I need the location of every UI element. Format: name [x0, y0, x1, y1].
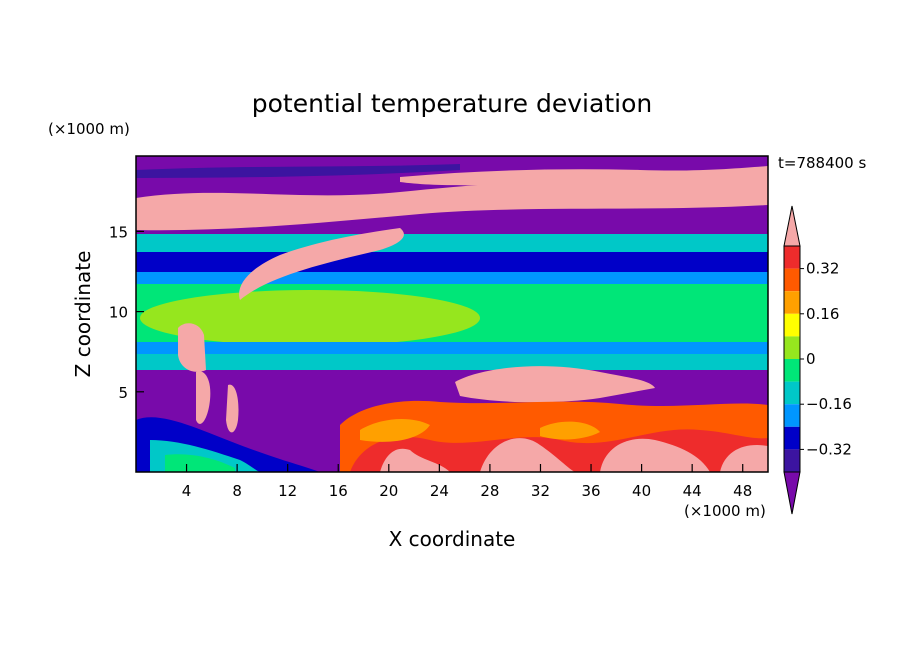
- mid-right-blob: [455, 366, 655, 403]
- colorbar-tick-label: −0.32: [806, 440, 852, 458]
- blue-layer-low: [136, 342, 768, 354]
- plot-frame: [135, 155, 769, 473]
- lower-orange-patch: [360, 418, 600, 442]
- colorbar-lower-extension: [783, 471, 801, 515]
- colorbar-tick-label: 0.16: [806, 305, 839, 323]
- colorbar-swatch: [784, 426, 800, 450]
- x-tick-label: 20: [379, 482, 398, 500]
- x-axis-label: X coordinate: [389, 527, 516, 551]
- colorbar-swatch: [784, 381, 800, 405]
- y-axis-ticks: 5 10 15: [109, 223, 144, 402]
- x-tick-label: 40: [632, 482, 651, 500]
- colorbar-swatch: [784, 359, 800, 382]
- x-tick-label: 32: [531, 482, 550, 500]
- lower-left-green: [165, 454, 235, 472]
- colorbar-swatch: [784, 404, 800, 427]
- x-tick-label: 16: [329, 482, 348, 500]
- colorbar-swatch: [784, 336, 800, 359]
- chart-title: potential temperature deviation: [252, 89, 652, 118]
- x-axis-ticks: 4 8 12 16 20 24 28 32 36 40 44 48: [182, 464, 752, 500]
- cyan-layer-low: [136, 354, 768, 370]
- contour-field: [136, 156, 768, 472]
- colorbar-tick-label: 0: [806, 350, 816, 368]
- left-column: [178, 323, 206, 372]
- y-tick-label: 10: [109, 304, 128, 322]
- x-tick-label: 48: [733, 482, 752, 500]
- x-tick-label: 8: [232, 482, 242, 500]
- y-tick-label: 5: [118, 384, 128, 402]
- colorbar-swatch: [784, 449, 800, 472]
- top-dark-band: [136, 164, 460, 178]
- x-tick-label: 44: [683, 482, 702, 500]
- x-tick-label: 4: [182, 482, 192, 500]
- x-unit-label: (×1000 m): [684, 502, 766, 520]
- time-label: t=788400 s: [778, 154, 866, 172]
- colorbar-swatch: [784, 291, 800, 314]
- y-unit-label: (×1000 m): [48, 120, 130, 138]
- top-pink-streak: [400, 166, 768, 186]
- colorbar-upper-extension: [783, 205, 801, 247]
- x-tick-label: 28: [480, 482, 499, 500]
- colorbar-swatch: [784, 313, 800, 337]
- upper-pink-band: [136, 168, 768, 231]
- colorbar-tick-label: −0.16: [806, 395, 852, 413]
- cyan-layer: [136, 234, 768, 252]
- colorbar: 0.32 0.16 0 −0.16 −0.32: [783, 205, 852, 515]
- colorbar-tick-label: 0.32: [806, 260, 839, 278]
- light-blue-layer: [136, 272, 768, 284]
- x-tick-label: 36: [581, 482, 600, 500]
- rising-plume: [239, 228, 404, 300]
- x-tick-label: 12: [278, 482, 297, 500]
- y-axis-label: Z coordinate: [71, 251, 95, 378]
- left-pink-column: [196, 371, 239, 433]
- lower-pink-swirls: [380, 438, 768, 472]
- colorbar-swatch: [784, 246, 800, 269]
- x-tick-label: 24: [430, 482, 449, 500]
- dark-blue-layer: [136, 252, 768, 272]
- y-tick-label: 15: [109, 223, 128, 241]
- colorbar-swatch: [784, 268, 800, 292]
- yellow-green-blob: [140, 290, 480, 346]
